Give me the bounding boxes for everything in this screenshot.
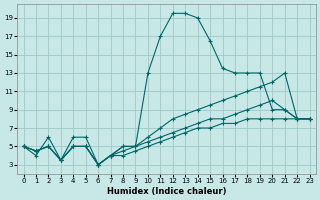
X-axis label: Humidex (Indice chaleur): Humidex (Indice chaleur) (107, 187, 226, 196)
